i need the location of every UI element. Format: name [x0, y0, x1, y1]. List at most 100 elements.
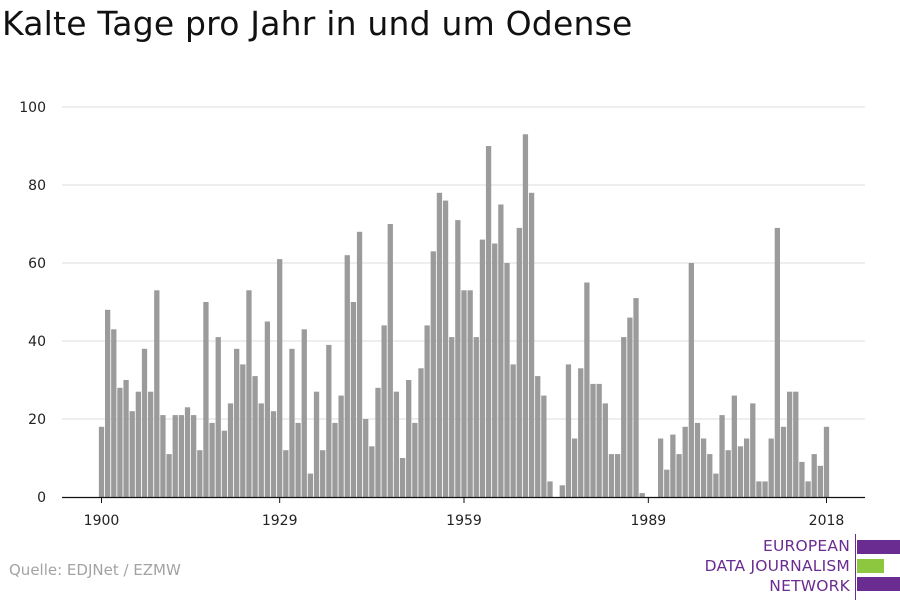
logo-line-data-journalism: DATA JOURNALISM: [704, 557, 850, 575]
bar-1971: [535, 376, 541, 497]
bar-2009: [768, 438, 774, 497]
x-tick-label: 2018: [809, 513, 845, 529]
bar-1920: [221, 430, 228, 497]
bar-1916: [197, 450, 203, 497]
bar-2014: [799, 461, 805, 497]
bar-1995: [682, 426, 688, 497]
bar-1945: [375, 387, 381, 497]
bar-1926: [258, 403, 264, 497]
bar-1975: [559, 485, 565, 497]
bar-2000: [713, 473, 719, 497]
y-tick-label: 100: [19, 100, 46, 116]
bar-1904: [123, 380, 129, 497]
bar-2012: [786, 391, 793, 497]
bar-1961: [473, 337, 479, 497]
bar-2001: [719, 415, 725, 497]
bar-1999: [707, 454, 713, 497]
logo-bar-middle: [857, 559, 884, 573]
bar-1910: [160, 415, 166, 497]
bar-1949: [399, 458, 406, 497]
bar-2018: [823, 426, 830, 497]
bar-2015: [805, 481, 811, 497]
bar-2013: [793, 391, 799, 497]
bar-1906: [135, 391, 142, 497]
bar-1953: [424, 325, 430, 497]
bar-1939: [338, 395, 344, 497]
bar-1937: [326, 344, 332, 497]
x-tick-labels: 1900 1929 1959 1989 2018: [84, 513, 845, 529]
bar-1944: [369, 446, 375, 497]
bar-1963: [485, 146, 492, 497]
bar-1905: [129, 411, 135, 497]
bar-1907: [141, 348, 148, 497]
bar-2011: [780, 426, 787, 497]
x-tick-label: 1900: [84, 513, 120, 529]
bar-1987: [633, 298, 639, 497]
bar-1951: [412, 422, 418, 497]
bar-1918: [209, 422, 215, 497]
bar-1955: [436, 192, 443, 498]
bar-1991: [657, 438, 664, 497]
bar-1956: [442, 200, 449, 497]
bar-1924: [246, 290, 252, 497]
axes: [62, 496, 865, 503]
bar-1936: [320, 450, 326, 497]
bar-1984: [614, 454, 621, 497]
bar-1928: [270, 411, 277, 497]
y-tick-labels: 0 20 40 60 80 100: [19, 100, 46, 506]
bar-1930: [283, 450, 289, 497]
bar-1938: [332, 422, 338, 497]
bar-1968: [516, 227, 522, 497]
bar-2010: [774, 227, 780, 497]
bar-1966: [504, 263, 510, 497]
bar-1976: [565, 364, 572, 497]
bar-1901: [105, 309, 111, 497]
bar-2005: [743, 438, 750, 497]
bar-1927: [264, 321, 271, 497]
bar-1913: [178, 415, 185, 497]
bar-1972: [541, 395, 547, 497]
logo-line-european: EUROPEAN: [762, 537, 850, 555]
bar-1981: [596, 383, 602, 497]
bar-1985: [621, 337, 627, 497]
y-tick-label: 60: [28, 256, 46, 272]
y-tick-label: 20: [28, 412, 46, 428]
bar-2007: [756, 481, 762, 497]
bar-1962: [479, 239, 486, 497]
bar-1921: [227, 403, 234, 497]
bar-2004: [737, 446, 744, 497]
bar-1964: [492, 243, 498, 497]
bar-2002: [725, 450, 731, 497]
bar-1915: [191, 415, 197, 497]
bar-1947: [387, 224, 393, 497]
bar-2008: [762, 481, 768, 497]
bar-1935: [313, 391, 320, 497]
logo-divider: [855, 534, 856, 600]
bar-2003: [731, 395, 737, 497]
bar-1997: [694, 422, 701, 497]
bar-1967: [510, 364, 516, 497]
bar-1998: [700, 438, 707, 497]
x-tick-label: 1959: [446, 513, 482, 529]
bar-2017: [817, 465, 823, 497]
bar-1908: [148, 391, 154, 497]
bar-1932: [295, 422, 301, 497]
bar-1933: [301, 329, 307, 497]
bar-1940: [344, 255, 350, 497]
bar-1925: [252, 376, 258, 497]
bar-1929: [277, 259, 283, 497]
bar-1973: [547, 481, 553, 497]
bar-1923: [240, 364, 246, 497]
bar-1978: [578, 368, 584, 497]
bar-1911: [166, 454, 172, 497]
chart-title: Kalte Tage pro Jahr in und um Odense: [2, 4, 633, 43]
bar-1977: [571, 438, 578, 497]
bar-1959: [461, 290, 467, 497]
bar-1980: [590, 383, 596, 497]
logo-bar-top: [857, 540, 900, 554]
bar-1969: [522, 134, 529, 498]
bar-1902: [111, 329, 117, 497]
bar-1909: [154, 290, 160, 497]
y-tick-label: 40: [28, 334, 46, 350]
